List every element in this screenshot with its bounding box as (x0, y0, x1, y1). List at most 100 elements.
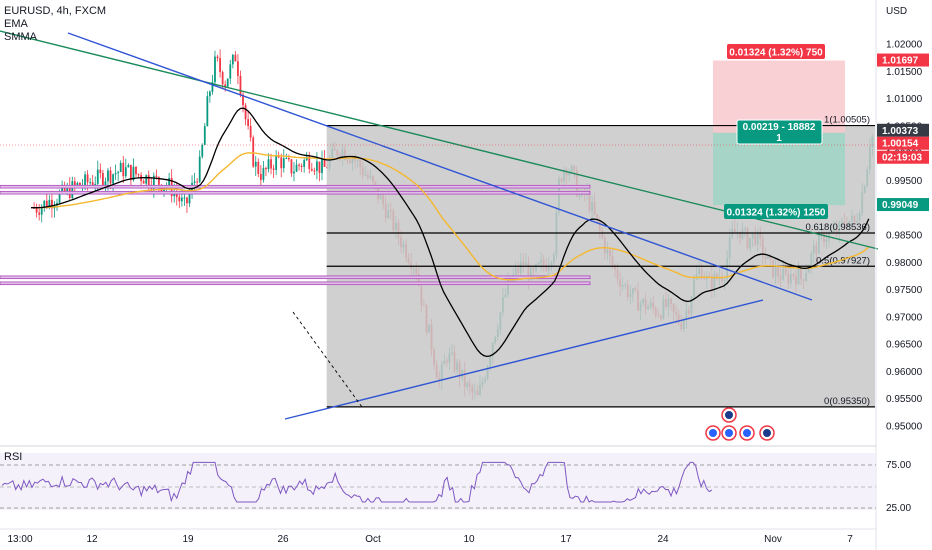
price-tick: 1.02000 (886, 40, 923, 51)
candle (270, 159, 272, 169)
candle (122, 162, 125, 177)
candle (198, 156, 201, 182)
event-icon-inner (763, 429, 771, 437)
time-tick: 24 (657, 534, 669, 545)
candle (206, 96, 209, 127)
candle (109, 170, 112, 184)
candle (193, 181, 196, 183)
price-tag-bg (877, 123, 929, 137)
candle (208, 91, 211, 97)
candle (280, 157, 283, 169)
pnl-label-qty: 1 (776, 133, 782, 144)
support-zone-0 (0, 190, 591, 195)
candle (216, 56, 219, 59)
candle (219, 58, 221, 73)
price-tick: 0.96500 (886, 340, 923, 351)
time-tick: 26 (277, 534, 289, 545)
candle (61, 184, 64, 193)
candle (242, 94, 244, 106)
candle (43, 200, 46, 207)
candle (96, 169, 99, 184)
candle (231, 54, 234, 65)
time-tick: 13:00 (7, 534, 32, 545)
price-tag: 1.00154 (882, 139, 919, 150)
candle (252, 137, 255, 167)
candle (180, 197, 183, 202)
candle (293, 171, 295, 174)
rsi-label[interactable]: RSI (4, 451, 22, 463)
rsi-line (1, 461, 713, 503)
smma-label[interactable]: SMMA (4, 31, 38, 43)
candle (66, 186, 69, 192)
candle (147, 175, 150, 186)
time-tick: 17 (560, 534, 572, 545)
price-tag: 1.00373 (882, 126, 919, 137)
candle (290, 159, 293, 174)
candle (323, 158, 326, 167)
candle (124, 167, 127, 177)
symbol-label[interactable]: EURUSD, 4h, FXCM (4, 5, 106, 17)
rsi-tick-25: 25.00 (886, 503, 911, 514)
candle (35, 207, 38, 213)
candle (71, 181, 74, 198)
candle (259, 174, 262, 180)
candle (130, 164, 132, 181)
event-icon-inner (725, 429, 733, 437)
time-tick: Nov (764, 534, 782, 545)
ema-label[interactable]: EMA (4, 18, 29, 30)
candle (40, 206, 43, 215)
candle (175, 192, 178, 197)
candle (112, 174, 114, 184)
candle (58, 192, 61, 203)
candle (196, 181, 199, 183)
candle (132, 166, 135, 181)
candle (94, 183, 97, 186)
candle (117, 171, 120, 174)
price-tick: 0.96000 (886, 367, 923, 378)
candle (152, 175, 155, 189)
candle (158, 177, 160, 185)
price-tick: 0.98000 (886, 258, 923, 269)
candle (45, 200, 48, 208)
candle (91, 182, 94, 186)
price-tags: 1.01697 1.00373 1.00154 02:19:03 0.99049 (877, 53, 929, 212)
price-tick: 0.95000 (886, 422, 923, 433)
candle (224, 84, 227, 87)
ema-line (31, 107, 870, 358)
price-axis[interactable]: 1.020001.015001.010001.005001.000000.995… (886, 40, 923, 433)
time-tick: 7 (847, 534, 853, 545)
candle (145, 175, 148, 184)
candle (86, 174, 89, 183)
candle (99, 169, 102, 173)
pnl-label-bg (736, 119, 823, 145)
candle (237, 61, 239, 76)
candle (51, 199, 53, 209)
candle (234, 54, 237, 62)
time-axis[interactable]: 13:00 12 19 26 Oct 10 17 24 Nov 7 (7, 534, 853, 545)
candle (247, 119, 250, 126)
fib-label-0: 1(1.00505) (824, 115, 870, 126)
candle (127, 164, 130, 168)
price-tick: 0.97500 (886, 285, 923, 296)
rsi-tick-75: 75.00 (886, 460, 911, 471)
candle (239, 75, 242, 95)
price-tag-bg (877, 150, 929, 164)
fib-label-2: 0.5(0.97927) (816, 255, 870, 266)
candle (316, 161, 318, 171)
candle (254, 161, 257, 167)
event-icon-inner (743, 429, 751, 437)
candle (168, 177, 171, 186)
candle (186, 197, 188, 204)
candle (183, 197, 186, 199)
candle (211, 82, 214, 92)
event-icon-inner (709, 429, 717, 437)
candle (79, 182, 81, 186)
candle (119, 162, 122, 172)
candle (318, 161, 321, 173)
stop-label: 0.01324 (1.32%) 750 (729, 48, 823, 59)
price-tag-bg (877, 53, 929, 67)
candle (155, 175, 158, 178)
fib-label-1: 0.618(0.98536) (806, 222, 870, 233)
candle (214, 56, 216, 83)
